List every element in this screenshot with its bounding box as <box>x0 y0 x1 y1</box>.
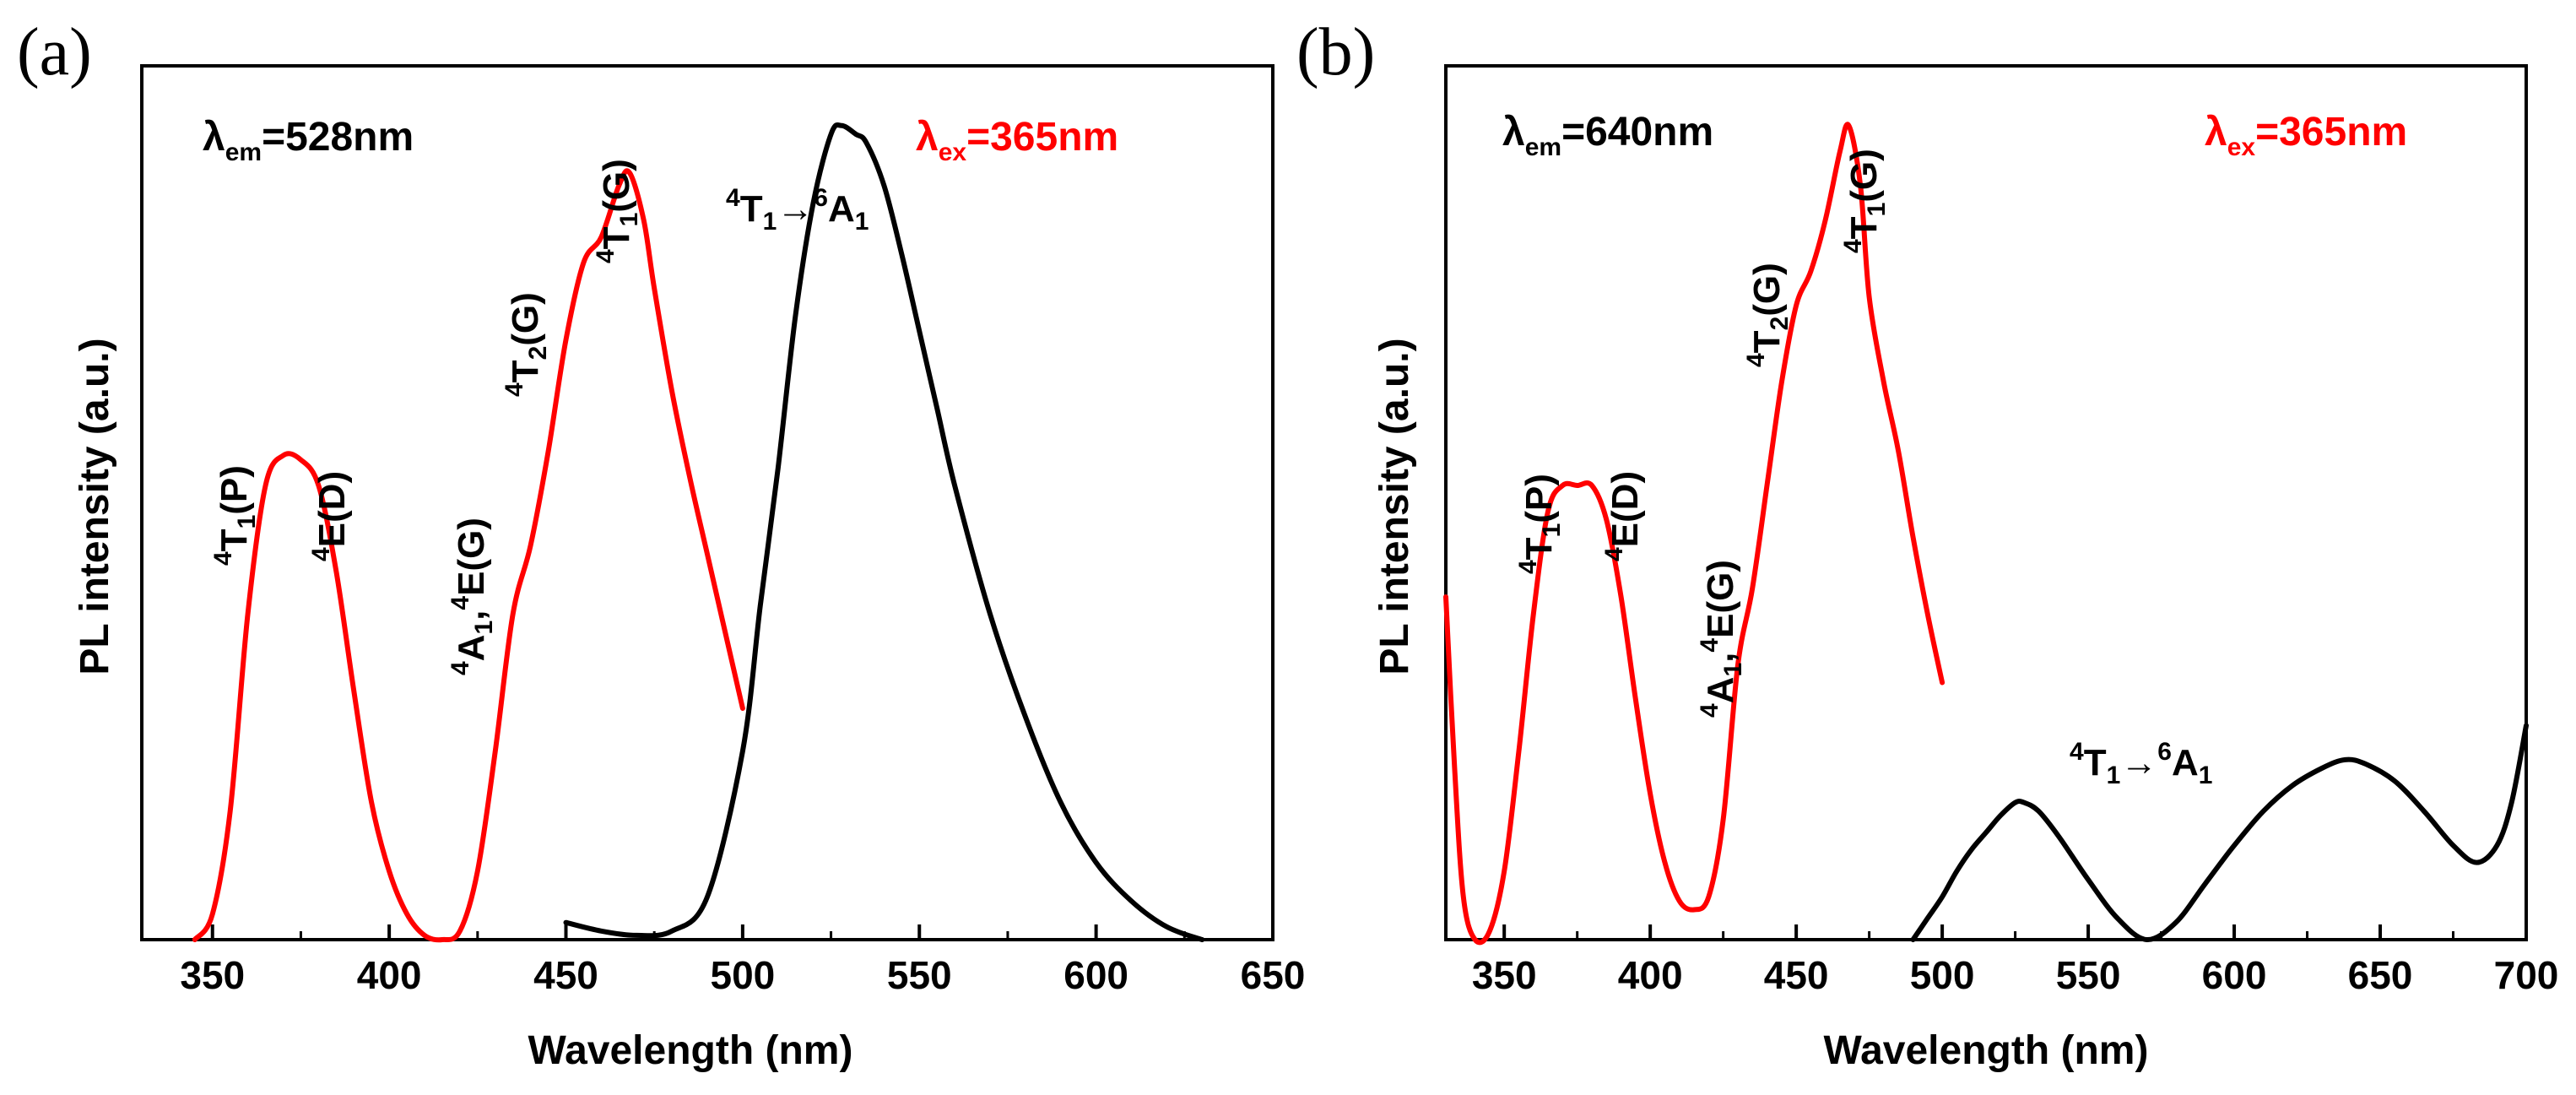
excitation-curve-b <box>1443 122 1946 946</box>
lambda-em-value-b: =640nm <box>1561 110 1713 154</box>
plot-frame-b <box>1444 64 2528 941</box>
panel-b: (b) 350 400 450 500 550 600 650 700 PL intensit… <box>1296 15 2558 1073</box>
lambda-ex-value-a: =365nm <box>966 115 1118 160</box>
x-tick-label-a-500: 500 <box>711 953 776 997</box>
x-tick-label-b-500: 500 <box>1910 953 1975 997</box>
plot-frame-a <box>140 64 1274 941</box>
emission-curve-b <box>1910 723 2529 942</box>
y-axis-title-a: PL intensity (a.u.) <box>73 338 117 675</box>
x-tick-label-b-600: 600 <box>2202 953 2267 997</box>
annotation-4A1-4EG-a: 4A1,4E(G) <box>446 518 498 675</box>
x-ticks-a: 350 400 450 500 550 600 650 <box>180 924 1305 997</box>
x-tick-label-b-350: 350 <box>1472 953 1537 997</box>
lambda-ex-label-a: λex=365nm <box>916 115 1118 166</box>
panel-a: (a) 350 400 450 500 550 600 650 PL intensity (… <box>17 15 1305 1073</box>
x-tick-label-a-600: 600 <box>1063 953 1128 997</box>
x-tick-label-a-550: 550 <box>887 953 952 997</box>
lambda-em-label-a: λem=528nm <box>203 115 414 166</box>
x-axis-title-b: Wavelength (nm) <box>1824 1028 2149 1073</box>
annotation-4T2G-a: 4T2(G) <box>501 292 552 397</box>
x-tick-label-b-400: 400 <box>1618 953 1683 997</box>
lambda-ex-sub-a: ex <box>939 138 967 166</box>
lambda-ex-symbol-a: λ <box>916 115 939 160</box>
annotation-4T1P-b: 4T1(P) <box>1514 474 1566 574</box>
annotation-4ED-a: 4E(D) <box>307 471 353 561</box>
annotation-4A1-4EG-b: 4A1,4E(G) <box>1696 560 1747 718</box>
x-tick-label-b-650: 650 <box>2348 953 2413 997</box>
annotation-4T1G-b: 4T1(G) <box>1839 149 1891 253</box>
lambda-em-symbol-b: λ <box>1502 110 1525 154</box>
lambda-em-symbol-a: λ <box>203 115 225 160</box>
x-tick-label-a-400: 400 <box>357 953 422 997</box>
x-axis-title-a: Wavelength (nm) <box>528 1028 853 1073</box>
x-tick-label-a-350: 350 <box>180 953 245 997</box>
lambda-ex-sub-b: ex <box>2227 133 2256 161</box>
excitation-curve-a <box>192 168 745 943</box>
annotation-4ED-b: 4E(D) <box>1600 471 1646 561</box>
lambda-ex-symbol-b: λ <box>2205 110 2227 154</box>
x-tick-label-b-550: 550 <box>2056 953 2121 997</box>
x-tick-label-a-650: 650 <box>1241 953 1306 997</box>
x-tick-label-b-450: 450 <box>1764 953 1829 997</box>
annotation-4T2G-b: 4T2(G) <box>1742 263 1794 367</box>
lambda-em-label-b: λem=640nm <box>1502 110 1713 161</box>
lambda-ex-label-b: λex=365nm <box>2205 110 2407 161</box>
annotation-4T1G-a: 4T1(G) <box>592 159 643 263</box>
panel-label-a: (a) <box>17 15 92 89</box>
lambda-em-value-a: =528nm <box>262 115 414 160</box>
y-axis-title-b: PL intensity (a.u.) <box>1372 338 1417 675</box>
annotation-4T1-6A1-a: 4T1→6A1 <box>726 184 869 236</box>
annotation-4T1-6A1-b: 4T1→6A1 <box>2070 738 2212 789</box>
panel-label-b: (b) <box>1296 15 1375 89</box>
emission-curve-a <box>563 122 1205 942</box>
x-ticks-b: 350 400 450 500 550 600 650 700 <box>1472 924 2559 997</box>
lambda-em-sub-b: em <box>1525 133 1561 161</box>
annotation-4T1P-a: 4T1(P) <box>209 465 261 566</box>
lambda-ex-value-b: =365nm <box>2255 110 2407 154</box>
x-tick-label-a-450: 450 <box>533 953 598 997</box>
x-tick-label-b-700: 700 <box>2494 953 2559 997</box>
lambda-em-sub-a: em <box>225 138 262 166</box>
